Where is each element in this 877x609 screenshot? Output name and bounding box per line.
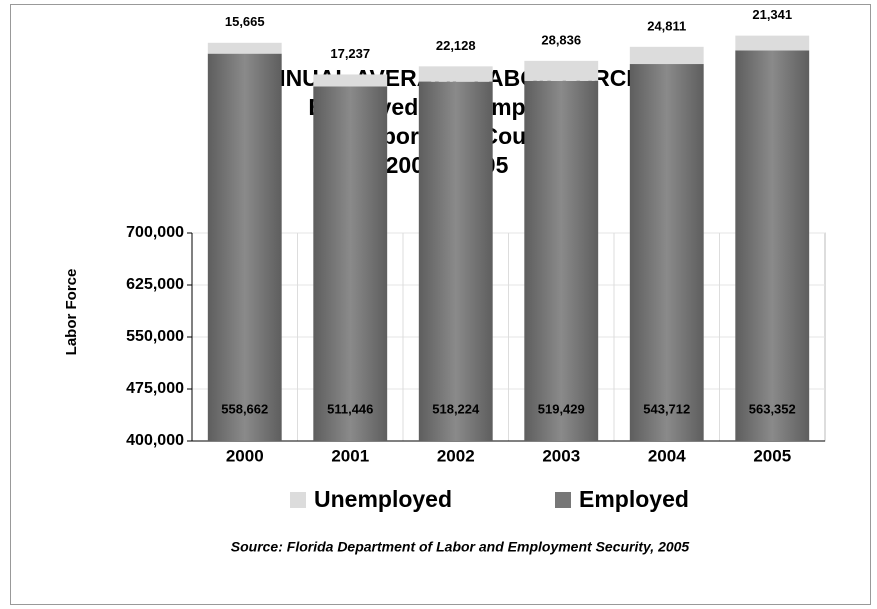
bar [313,86,388,442]
legend-label: Unemployed [314,486,452,512]
x-tick-label: 2003 [542,446,580,465]
x-tick-label: 2004 [648,446,686,465]
data-label: 543,712 [643,401,690,416]
bar [524,80,599,442]
bar [207,42,282,54]
source: Source: Florida Department of Labor and … [231,539,690,555]
bar [629,64,704,442]
x-tick-label: 2005 [753,446,791,465]
x-tick-label: 2002 [437,446,475,465]
legend-label: Employed [579,486,689,512]
data-label: 511,446 [327,401,373,416]
bar [524,60,599,81]
y-axis-label: Labor Force [63,269,80,356]
y-tick-label: 550,000 [126,328,184,345]
data-label: 563,352 [749,401,796,416]
data-label: 28,836 [541,32,581,47]
legend-swatch [555,492,571,508]
data-label: 558,662 [221,401,268,416]
y-tick-label: 475,000 [126,380,184,397]
legend-swatch [290,492,306,508]
bar [313,74,388,87]
data-label: 519,429 [538,401,585,416]
data-label: 24,811 [647,18,686,33]
x-tick-label: 2000 [226,446,264,465]
y-tick-label: 700,000 [126,224,184,241]
x-tick-label: 2001 [331,446,369,465]
bar [418,81,493,441]
y-tick-label: 400,000 [126,432,184,449]
y-tick-label: 625,000 [126,276,184,293]
data-label: 21,341 [752,7,792,22]
bar [207,53,282,442]
data-label: 518,224 [432,401,480,416]
data-label: 22,128 [436,38,476,53]
data-label: 15,665 [225,14,265,29]
data-label: 17,237 [330,46,370,61]
bar [735,50,810,442]
bar [629,46,704,65]
bar [418,66,493,82]
bar [735,35,810,51]
